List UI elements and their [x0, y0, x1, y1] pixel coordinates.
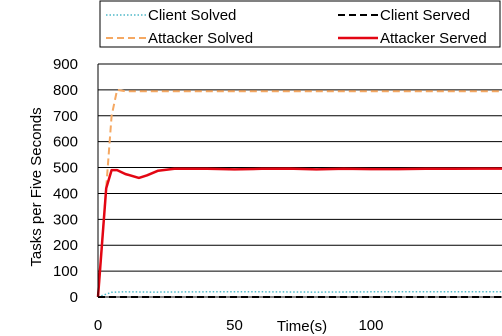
y-tick-label-0: 0 [70, 289, 78, 306]
series-line-attacker-served [96, 167, 502, 298]
y-tick-label-100: 100 [53, 263, 78, 280]
x-tick-label-50: 50 [226, 317, 243, 334]
series-line-attacker-solved [97, 88, 502, 298]
x-tick-label-0: 0 [94, 317, 102, 334]
grid-lines [98, 63, 502, 272]
legend-label-client-solved: Client Solved [148, 7, 236, 24]
y-tick-label-600: 600 [53, 134, 78, 151]
axes [97, 64, 502, 298]
legend-label-client-served: Client Served [380, 7, 470, 24]
y-tick-label-400: 400 [53, 185, 78, 202]
x-axis-title: Time(s) [277, 318, 327, 335]
legend-box [99, 0, 501, 48]
legend-label-attacker-solved: Attacker Solved [148, 30, 253, 47]
x-tick-label-100: 100 [358, 317, 383, 334]
y-tick-label-200: 200 [53, 237, 78, 254]
legend: Client Solved Client Served Attacker Solve… [99, 0, 501, 48]
y-tick-label-500: 500 [53, 160, 78, 177]
y-tick-label-700: 700 [53, 108, 78, 125]
legend-label-attacker-served: Attacker Served [380, 30, 487, 47]
y-tick-label-900: 900 [53, 56, 78, 73]
series-line-client-solved [97, 291, 502, 298]
tick-labels: 0 100 200 300 400 500 600 700 800 900 0 50 100 [53, 56, 384, 334]
y-tick-label-300: 300 [53, 211, 78, 228]
y-tick-label-800: 800 [53, 82, 78, 99]
y-axis-title: Tasks per Five Seconds [28, 107, 45, 266]
